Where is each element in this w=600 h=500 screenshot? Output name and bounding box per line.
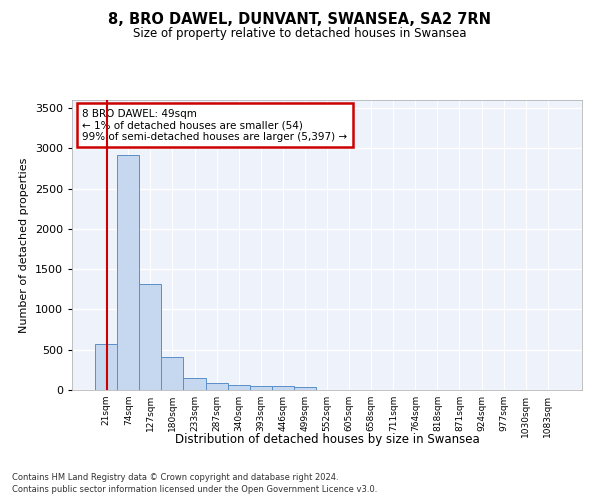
Text: 8, BRO DAWEL, DUNVANT, SWANSEA, SA2 7RN: 8, BRO DAWEL, DUNVANT, SWANSEA, SA2 7RN [109, 12, 491, 28]
Bar [184, 378, 206, 390]
Bar [117, 155, 139, 390]
Y-axis label: Number of detached properties: Number of detached properties [19, 158, 29, 332]
Text: Distribution of detached houses by size in Swansea: Distribution of detached houses by size … [175, 432, 479, 446]
Bar [161, 357, 184, 390]
Bar [272, 386, 294, 390]
Bar [95, 344, 117, 390]
Bar [227, 385, 250, 390]
Text: 8 BRO DAWEL: 49sqm
← 1% of detached houses are smaller (54)
99% of semi-detached: 8 BRO DAWEL: 49sqm ← 1% of detached hous… [82, 108, 347, 142]
Text: Size of property relative to detached houses in Swansea: Size of property relative to detached ho… [133, 28, 467, 40]
Text: Contains HM Land Registry data © Crown copyright and database right 2024.: Contains HM Land Registry data © Crown c… [12, 472, 338, 482]
Bar [139, 284, 161, 390]
Bar [294, 387, 316, 390]
Bar [250, 386, 272, 390]
Bar [206, 383, 227, 390]
Text: Contains public sector information licensed under the Open Government Licence v3: Contains public sector information licen… [12, 485, 377, 494]
